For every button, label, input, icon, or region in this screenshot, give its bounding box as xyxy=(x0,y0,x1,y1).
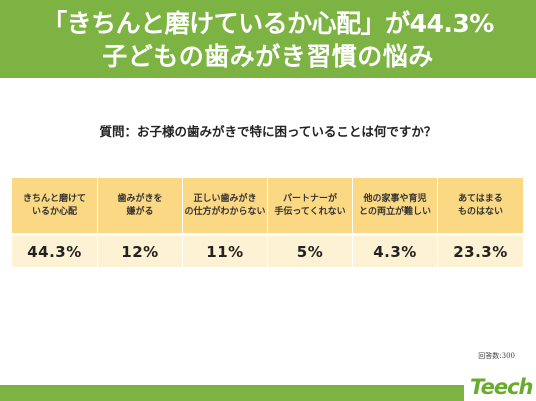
category-cell-dislikes-brushing: 歯みがきを 嫌がる xyxy=(98,178,183,233)
category-cell-unknown-method: 正しい歯みがき の仕方がわからない xyxy=(183,178,268,233)
title-banner: 「きちんと磨けているか心配」が44.3% 子どもの歯みがき習慣の悩み xyxy=(0,0,536,78)
category-cell-none: あてはまる ものはない xyxy=(438,178,523,233)
teech-logo-text: Teech xyxy=(470,375,534,399)
teech-logo: Teech xyxy=(464,373,536,401)
value-cell-partner-no-help: 5% xyxy=(268,236,353,267)
title-line-2: 子どもの歯みがき習慣の悩み xyxy=(102,42,434,71)
title-line-1: 「きちんと磨けているか心配」が44.3% xyxy=(42,9,494,38)
footer-bar xyxy=(0,385,536,401)
survey-question: 質問：お子様の歯みがきで特に困っていることは何ですか？ xyxy=(99,124,437,139)
respondent-count: 回答数:300 xyxy=(478,352,515,360)
category-cell-worry-brushing: きちんと磨けて いるか心配 xyxy=(12,178,98,233)
value-cell-unknown-method: 11% xyxy=(183,236,268,267)
category-header-row: きちんと磨けて いるか心配 歯みがきを 嫌がる 正しい歯みがき の仕方がわからな… xyxy=(12,178,523,233)
results-table: きちんと磨けて いるか心配 歯みがきを 嫌がる 正しい歯みがき の仕方がわからな… xyxy=(12,178,523,267)
value-row: 44.3% 12% 11% 5% 4.3% 23.3% xyxy=(12,236,523,267)
category-cell-partner-no-help: パートナーが 手伝ってくれない xyxy=(268,178,353,233)
value-cell-none: 23.3% xyxy=(438,236,523,267)
category-cell-hard-to-balance: 他の家事や育児 との両立が難しい xyxy=(353,178,438,233)
value-cell-worry-brushing: 44.3% xyxy=(12,236,98,267)
value-cell-hard-to-balance: 4.3% xyxy=(353,236,438,267)
value-cell-dislikes-brushing: 12% xyxy=(98,236,183,267)
